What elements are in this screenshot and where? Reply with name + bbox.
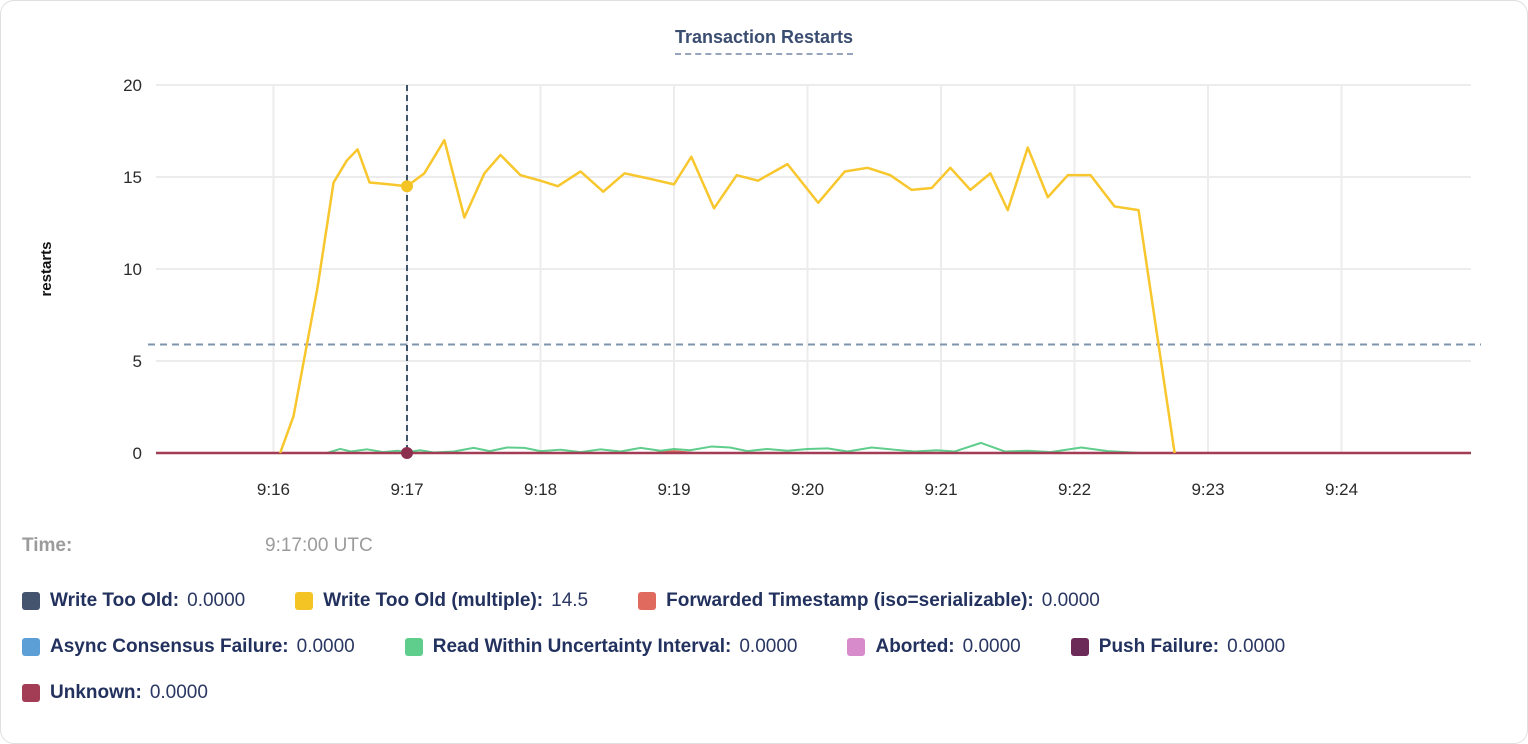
legend-series-value: 0.0000: [1227, 636, 1286, 657]
x-tick-label: 9:20: [791, 480, 824, 499]
chart-legend: Write Too Old: 0.0000 Write Too Old (multi…: [22, 586, 1512, 724]
legend-swatch-icon: [638, 592, 657, 610]
legend-swatch-icon: [22, 638, 40, 656]
legend-swatch-icon: [1070, 638, 1089, 656]
x-tick-label: 9:18: [524, 480, 557, 499]
y-tick-label: 15: [123, 168, 142, 187]
legend-item: Push Failure: 0.0000: [1070, 636, 1286, 658]
time-label: Time:: [22, 535, 73, 556]
legend-series-value: 0.0000: [149, 682, 208, 703]
x-tick-label: 9:16: [257, 480, 290, 499]
y-tick-label: 10: [123, 260, 142, 279]
crosshair-marker-dot: [400, 447, 413, 459]
hover-time-row: Time: 9:17:00 UTC: [1, 535, 1527, 561]
y-tick-label: 20: [123, 76, 142, 95]
chart-canvas[interactable]: 0 5 10 15 20 9:16 9:17 9:18 9:19 9:20 9:21 9:22 9:23…: [1, 1, 1528, 516]
series-line: [326, 441, 1142, 454]
crosshair-marker-dot: [400, 180, 413, 193]
legend-series-value: 0.0000: [739, 636, 798, 657]
legend-item: Write Too Old (multiple): 14.5: [295, 590, 588, 612]
legend-series-label: Push Failure:: [1098, 636, 1220, 657]
x-tick-label: 9:23: [1191, 480, 1224, 499]
y-tick-label: 0: [133, 444, 142, 463]
legend-item: Async Consensus Failure: 0.0000: [22, 636, 355, 658]
legend-series-label: Forwarded Timestamp (iso=serializable):: [666, 590, 1034, 611]
legend-item: Write Too Old: 0.0000: [22, 590, 245, 612]
legend-swatch-icon: [847, 638, 866, 656]
x-tick-label: 9:21: [924, 480, 957, 499]
y-axis-label: restarts: [38, 241, 55, 296]
legend-item: Forwarded Timestamp (iso=serializable): 0…: [638, 590, 1100, 612]
legend-swatch-icon: [22, 592, 40, 610]
legend-series-value: 0.0000: [187, 590, 246, 611]
legend-row: Write Too Old: 0.0000 Write Too Old (multi…: [22, 586, 1512, 616]
legend-series-value: 0.0000: [962, 636, 1021, 657]
chart-title[interactable]: Transaction Restarts: [674, 27, 854, 55]
legend-swatch-icon: [22, 684, 40, 702]
legend-swatch-icon: [295, 592, 314, 610]
legend-series-label: Write Too Old:: [50, 590, 180, 611]
y-tick-label: 5: [133, 352, 142, 371]
legend-series-value: 14.5: [551, 590, 589, 611]
legend-series-value: 0.0000: [296, 636, 355, 657]
series-line: [278, 138, 1176, 454]
legend-item: Read Within Uncertainty Interval: 0.0000: [404, 636, 798, 658]
legend-item: Unknown: 0.0000: [22, 682, 208, 704]
x-tick-label: 9:17: [390, 480, 423, 499]
legend-series-label: Aborted:: [875, 636, 955, 657]
x-tick-label: 9:19: [657, 480, 690, 499]
legend-item: Aborted: 0.0000: [847, 636, 1021, 658]
legend-series-label: Unknown:: [50, 682, 142, 703]
legend-series-label: Async Consensus Failure:: [50, 636, 289, 657]
time-value: 9:17:00 UTC: [265, 535, 373, 556]
chart-title-wrap: Transaction Restarts: [1, 27, 1527, 55]
legend-row: Unknown: 0.0000: [22, 678, 1512, 708]
x-tick-label: 9:22: [1058, 480, 1091, 499]
legend-series-value: 0.0000: [1041, 590, 1100, 611]
legend-series-label: Write Too Old (multiple):: [323, 590, 544, 611]
x-tick-label: 9:24: [1325, 480, 1358, 499]
legend-row: Async Consensus Failure: 0.0000 Read Withi…: [22, 632, 1512, 662]
legend-series-label: Read Within Uncertainty Interval:: [432, 636, 732, 657]
legend-swatch-icon: [404, 638, 423, 656]
